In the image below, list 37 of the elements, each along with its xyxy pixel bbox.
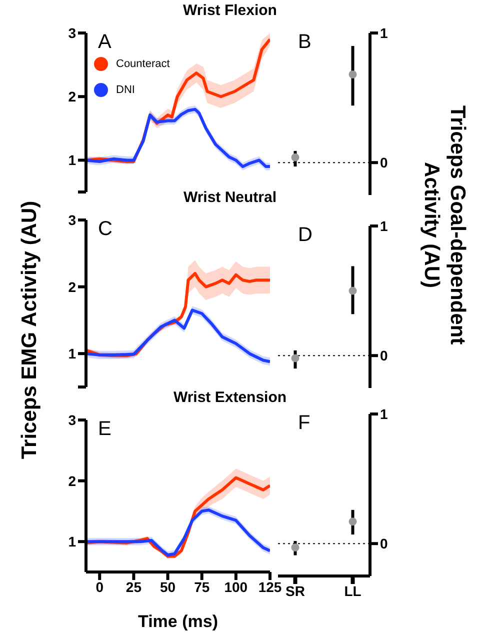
x-tick-label: SR [286,582,305,599]
annotation: E [98,418,112,441]
y-tick-label: 2 [68,472,76,489]
y-tick-label: 2 [68,88,76,105]
y-tick-label: 3 [68,24,76,41]
x-tick-label: 125 [258,578,282,595]
y-tick-label: 0 [380,348,388,364]
legend-label: Counteract [116,58,170,70]
annotation: C [98,218,112,241]
y-axis-title: Triceps EMG Activity (AU) [18,200,42,460]
y-axis-title: Triceps Goal-dependent Activity (AU) [419,104,470,347]
chart-title: Wrist Flexion [182,2,278,19]
x-tick-label: LL [344,582,362,599]
y-tick-label: 1 [380,24,388,41]
y-tick-label: 1 [380,218,388,234]
y-tick-label: 1 [68,346,76,362]
y-tick-label: 1 [68,152,76,168]
chart-title: Wrist Extension [172,389,288,406]
x-axis-title: Time (ms) [138,612,218,631]
y-tick-label: 0 [380,154,388,171]
y-tick-label: 3 [68,412,76,428]
annotation: D [298,224,312,247]
annotation: B [298,31,312,54]
y-tick-label: 0 [380,536,388,552]
y-tick-label: 1 [68,534,76,550]
x-tick-label: 75 [194,578,210,595]
x-tick-label: 100 [224,578,248,595]
y-tick-label: 1 [380,406,388,422]
y-tick-label: 3 [68,212,76,228]
x-tick-label: 50 [160,578,176,595]
chart-title: Wrist Neutral [182,189,278,206]
annotation: F [298,412,310,435]
x-tick-label: 25 [126,578,142,595]
y-tick-label: 2 [68,278,76,295]
annotation: A [98,31,112,54]
x-tick-label: 0 [96,578,104,595]
legend-label: DNI [116,84,135,96]
